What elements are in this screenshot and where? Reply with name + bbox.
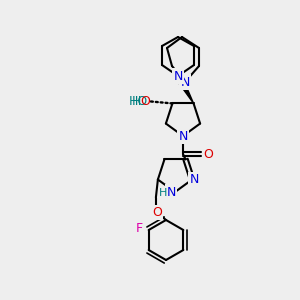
Text: N: N bbox=[189, 173, 199, 186]
Text: O: O bbox=[203, 148, 213, 160]
Text: N: N bbox=[180, 76, 190, 88]
Text: F: F bbox=[136, 221, 143, 235]
Text: HO: HO bbox=[129, 95, 148, 108]
Text: N: N bbox=[173, 70, 183, 83]
Text: H: H bbox=[159, 188, 167, 198]
Text: N: N bbox=[166, 185, 176, 199]
Text: O: O bbox=[152, 206, 162, 219]
Text: N: N bbox=[178, 130, 188, 142]
Text: O: O bbox=[140, 95, 150, 108]
Polygon shape bbox=[175, 74, 194, 104]
Text: H: H bbox=[132, 95, 141, 108]
